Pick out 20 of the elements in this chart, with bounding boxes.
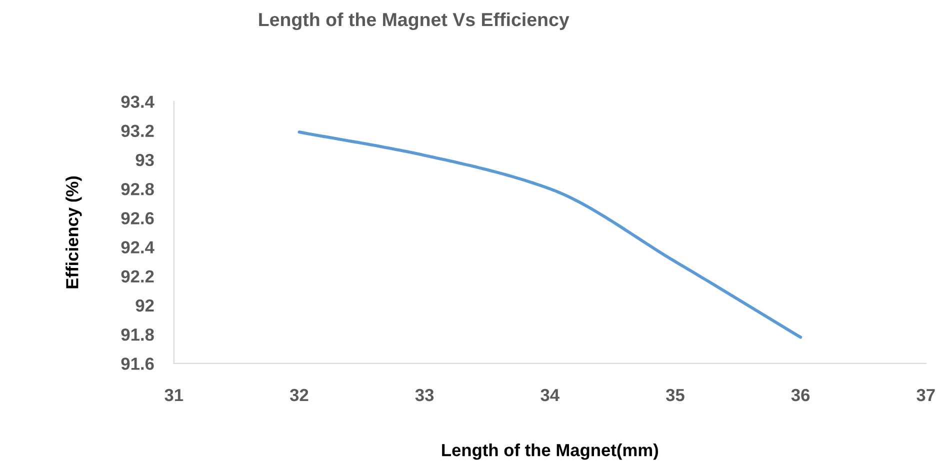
y-tick-label: 92.4 [121,241,154,254]
x-tick-label: 31 [164,388,184,402]
y-tick-label: 91.8 [121,328,154,341]
x-tick-label: 37 [916,388,935,402]
y-tick-label: 91.6 [121,358,154,370]
x-axis-title: Length of the Magnet(mm) [442,444,658,460]
x-tick-label: 34 [540,388,560,402]
x-tick-label: 33 [415,388,434,402]
y-axis-title: Efficiency (%) [66,176,82,288]
y-tick-label: 93.4 [121,96,154,108]
y-tick-label: 92 [136,299,154,312]
y-tick-label: 92.6 [121,212,154,224]
y-tick-label: 93 [136,154,154,166]
y-tick-label: 92.8 [121,182,154,196]
x-tick-label: 36 [791,388,810,402]
chart-title: Length of the Magnet Vs Efficiency [259,12,570,30]
y-tick-label: 92.2 [121,270,154,283]
x-tick-label: 32 [290,388,308,402]
x-tick-label: 35 [666,388,684,402]
y-tick-label: 93.2 [121,124,154,138]
